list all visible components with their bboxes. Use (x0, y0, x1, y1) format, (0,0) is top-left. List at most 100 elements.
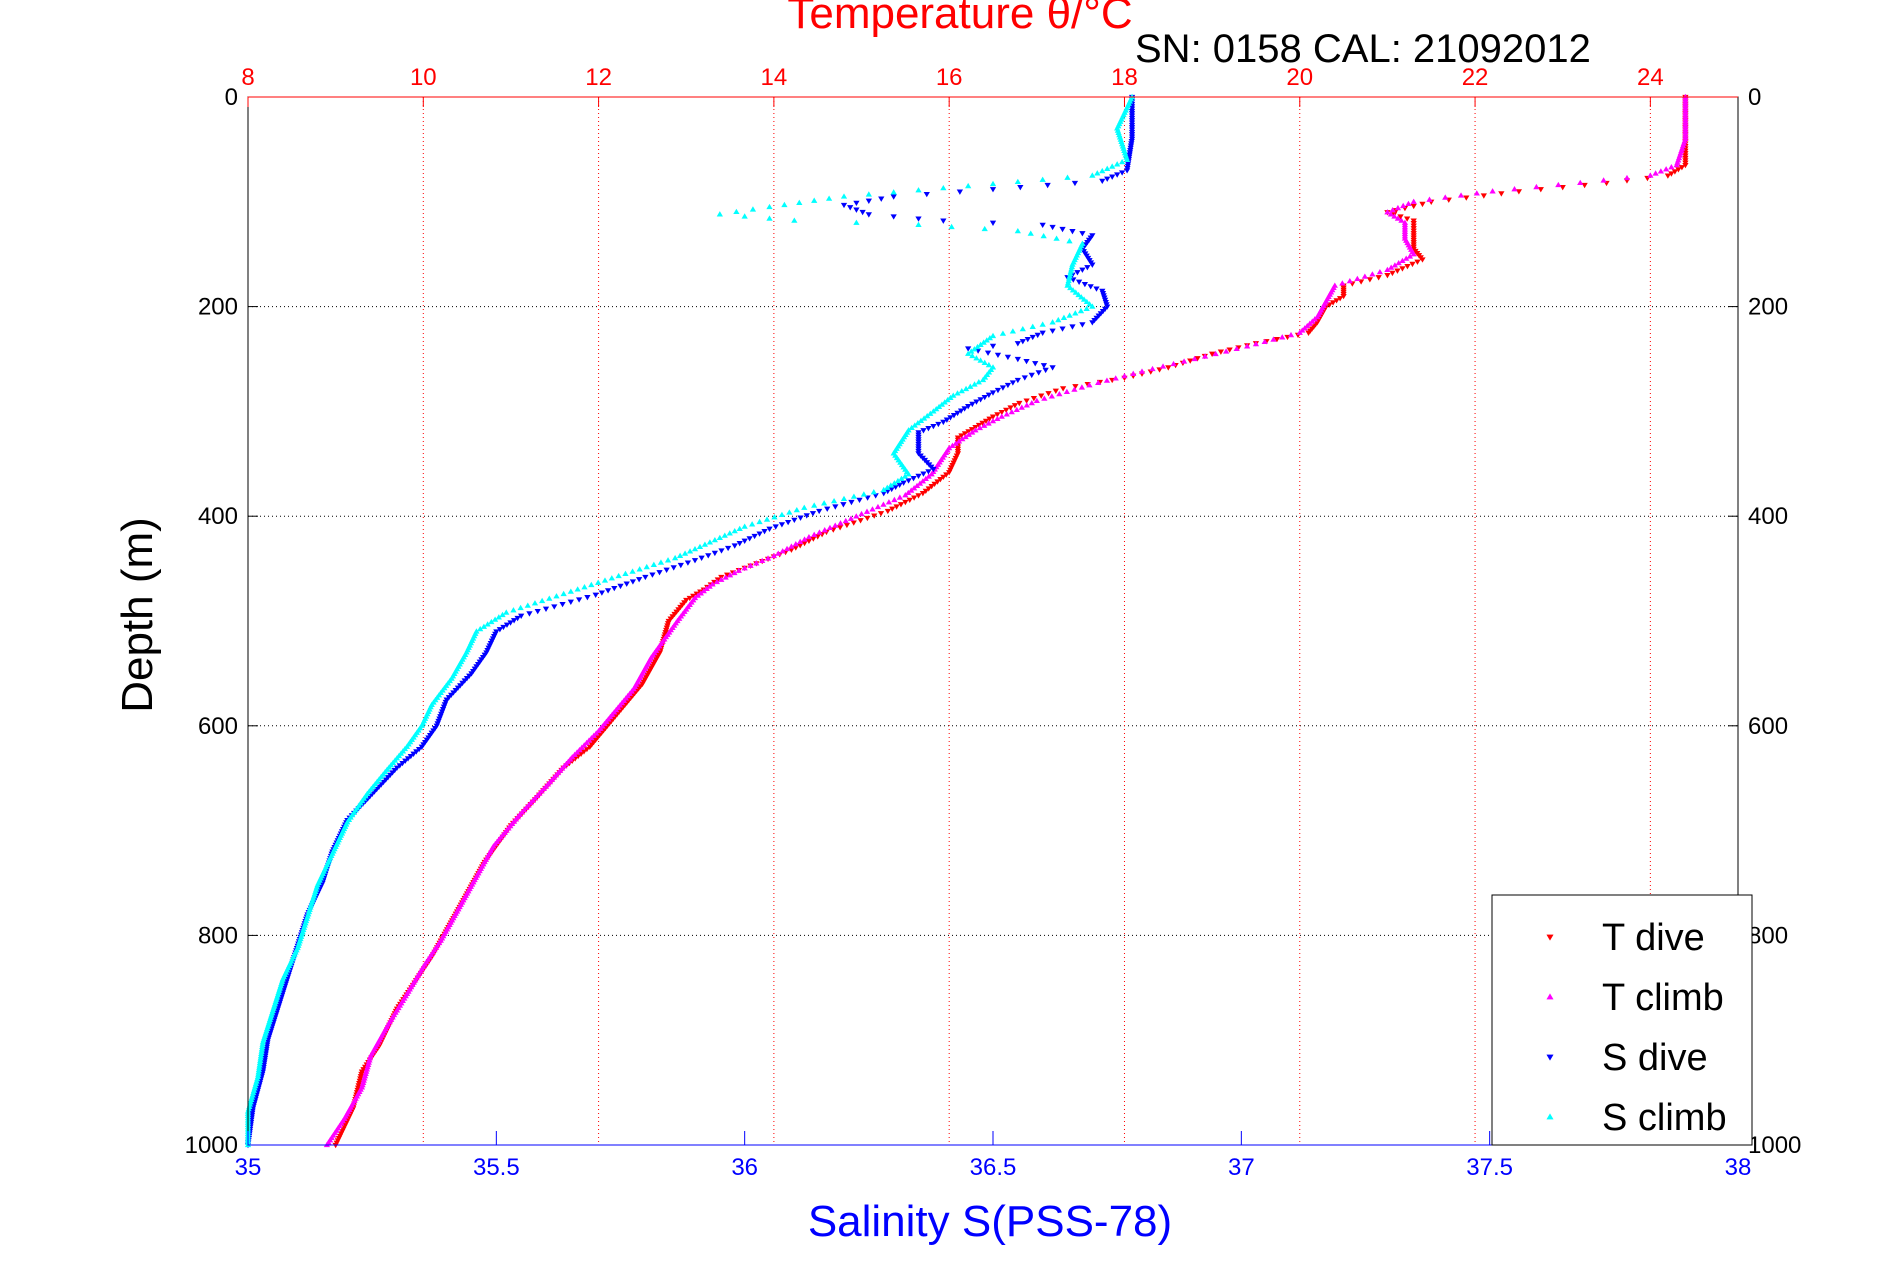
data-point (1109, 163, 1116, 169)
data-point (998, 409, 1005, 416)
data-point (726, 530, 733, 536)
data-point (1555, 181, 1562, 188)
data-point (1039, 176, 1046, 182)
data-point (604, 588, 612, 594)
data-point (1261, 338, 1268, 345)
data-point (1403, 255, 1410, 261)
data-point (764, 555, 772, 561)
data-point (672, 554, 679, 561)
data-point (1059, 386, 1067, 392)
data-point (1366, 277, 1374, 283)
data-point (887, 482, 894, 488)
data-point (1021, 375, 1028, 381)
data-point (1114, 161, 1121, 167)
data-point (1410, 221, 1417, 227)
data-point (1410, 198, 1417, 204)
data-point (574, 586, 581, 592)
data-point (965, 182, 972, 189)
data-point (826, 524, 834, 531)
data-point (1400, 202, 1407, 209)
y-tick-label-right: 400 (1748, 503, 1788, 530)
data-point (1059, 226, 1066, 233)
data-point (919, 478, 927, 484)
data-point (1014, 377, 1021, 384)
data-point (809, 511, 817, 517)
data-point (694, 592, 702, 598)
data-point (705, 553, 712, 559)
data-point (1078, 294, 1085, 300)
data-point (1279, 334, 1286, 340)
data-point (1410, 228, 1417, 234)
data-point (1071, 180, 1079, 187)
data-point (1014, 227, 1021, 234)
data-point (751, 533, 758, 540)
data-point (1028, 399, 1035, 406)
data-point (1419, 201, 1426, 208)
data-point (1581, 182, 1588, 189)
data-point (1217, 349, 1225, 355)
data-point (1673, 161, 1680, 168)
data-point (1024, 336, 1031, 343)
x-axis-label: Salinity S(PSS-78) (808, 1197, 1172, 1246)
data-point (840, 202, 848, 209)
data-point (1600, 177, 1607, 183)
data-point (1394, 268, 1401, 274)
data-point (1009, 380, 1016, 386)
data-point (947, 394, 954, 401)
data-point (1039, 222, 1046, 229)
data-point (1121, 372, 1128, 379)
data-point (816, 508, 823, 515)
data-point (865, 191, 872, 197)
data-point (811, 531, 818, 537)
data-point (1089, 172, 1096, 178)
data-point (560, 590, 567, 597)
data-point (1004, 354, 1012, 361)
data-point (927, 410, 934, 416)
data-point (622, 570, 629, 576)
data-point (915, 493, 922, 499)
data-point (923, 191, 930, 198)
data-point (585, 737, 593, 743)
data-point (1077, 307, 1085, 314)
data-point (955, 438, 963, 444)
data-point (1069, 229, 1076, 235)
data-point (700, 587, 707, 594)
data-point (919, 491, 927, 497)
data-point (1074, 270, 1081, 276)
data-point (783, 545, 791, 552)
data-point (491, 616, 499, 622)
data-point (1410, 251, 1417, 257)
data-point (484, 621, 491, 627)
data-point (1533, 183, 1540, 190)
data-point (650, 561, 657, 567)
data-point (1067, 284, 1074, 291)
data-point (1410, 218, 1417, 224)
data-point (1045, 391, 1052, 397)
data-point (940, 184, 947, 191)
data-point (1577, 179, 1584, 186)
data-point (736, 525, 743, 532)
data-point (1410, 203, 1417, 210)
data-point (1201, 353, 1209, 359)
data-point (890, 194, 897, 200)
data-point (1084, 265, 1091, 271)
data-point (601, 577, 609, 583)
data-point (559, 601, 566, 608)
data-point (1410, 223, 1417, 229)
data-point (1663, 166, 1670, 172)
data-point (898, 475, 905, 481)
data-point (1079, 267, 1086, 273)
data-point (722, 574, 729, 580)
data-point (1013, 406, 1020, 413)
data-point (916, 480, 924, 486)
data-point (908, 424, 915, 431)
data-point (1339, 280, 1346, 286)
temperature-tick-label: 20 (1286, 64, 1313, 91)
salinity-tick-label: 37 (1228, 1154, 1255, 1181)
data-point (967, 383, 974, 389)
data-point (797, 515, 804, 521)
data-point (615, 572, 622, 579)
data-point (1457, 192, 1465, 198)
data-point (1395, 259, 1402, 266)
